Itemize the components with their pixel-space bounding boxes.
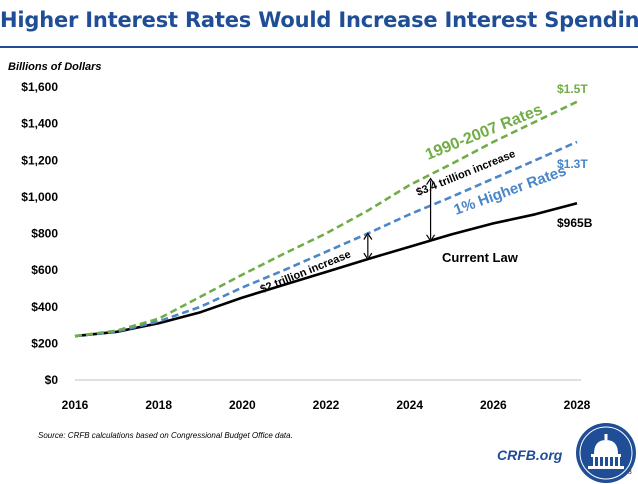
series-label-1990-2007-rates: 1990-2007 Rates xyxy=(423,101,545,163)
x-tick-label: 2026 xyxy=(480,398,507,412)
title-divider xyxy=(0,46,638,48)
x-tick-label: 2028 xyxy=(564,398,591,412)
series-end-value-current-law: $965B xyxy=(557,216,593,230)
annotation-arrowhead-down xyxy=(363,252,373,261)
x-tick-label: 2016 xyxy=(62,398,89,412)
y-tick-label: $0 xyxy=(45,373,59,387)
page-title: Higher Interest Rates Would Increase Int… xyxy=(0,8,638,32)
crfb-seal-logo xyxy=(576,423,636,483)
x-tick-label: 2020 xyxy=(229,398,256,412)
series-end-value-1990-2007-rates: $1.5T xyxy=(557,82,588,96)
x-tick-label: 2018 xyxy=(145,398,172,412)
y-axis-title: Billions of Dollars xyxy=(8,61,102,73)
y-tick-label: $200 xyxy=(31,336,58,350)
site-label: CRFB.org xyxy=(497,447,563,463)
series-line-1990-2007-rates xyxy=(74,100,578,338)
source-note: Source: CRFB calculations based on Congr… xyxy=(38,431,293,440)
x-tick-label: 2024 xyxy=(396,398,423,412)
y-tick-label: $800 xyxy=(31,227,58,241)
annotation-arrowhead-up xyxy=(426,177,436,185)
series-end-value-1-higher-rates: $1.3T xyxy=(557,157,588,171)
series-label-current-law: Current Law xyxy=(442,250,519,265)
y-tick-label: $1,200 xyxy=(21,153,58,167)
y-tick-label: $400 xyxy=(31,300,58,314)
series-line-current-law xyxy=(74,202,578,338)
y-tick-label: $600 xyxy=(31,263,58,277)
x-tick-label: 2022 xyxy=(313,398,340,412)
annotation-arrowhead-up xyxy=(363,232,373,240)
y-tick-label: $1,000 xyxy=(21,190,58,204)
series-line-1-higher-rates xyxy=(74,140,578,338)
annotation-arrowhead-down xyxy=(426,234,436,242)
annotation-label: $2 trillion increase xyxy=(259,248,353,295)
y-tick-label: $1,600 xyxy=(21,80,58,94)
y-tick-label: $1,400 xyxy=(21,117,58,131)
